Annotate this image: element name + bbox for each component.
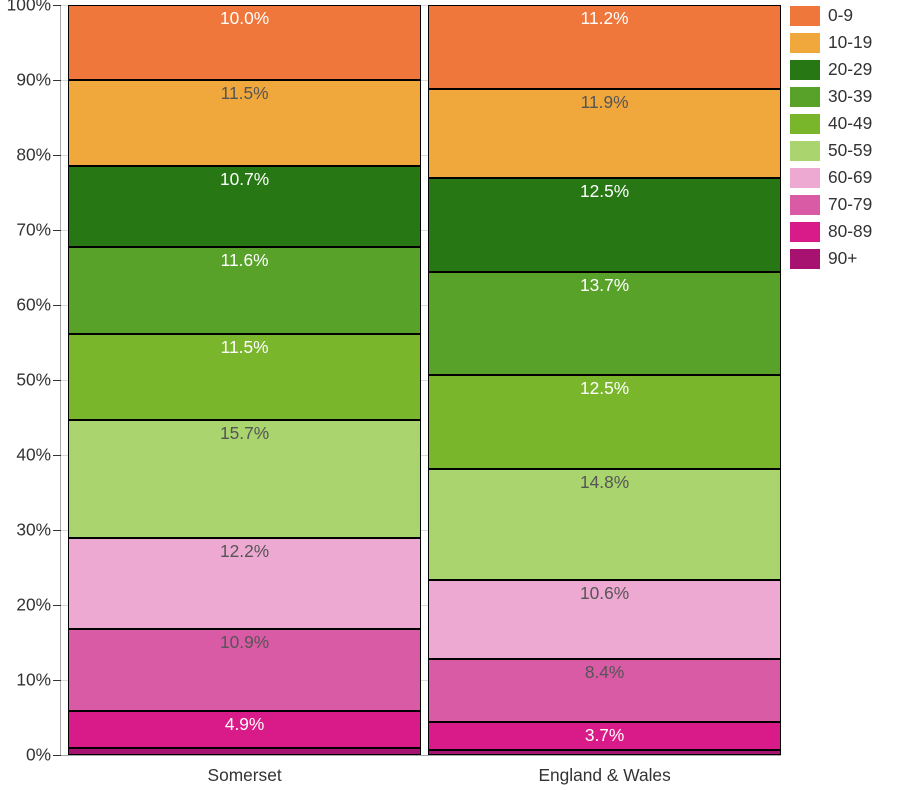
legend-swatch bbox=[790, 6, 820, 26]
legend-item: 80-89 bbox=[790, 221, 872, 242]
bar-segment: 11.2% bbox=[428, 5, 781, 89]
bar-column: 3.7% 8.4% 10.6% 14.8% 12.5% 13.7% 12.5% 11.9% 11… bbox=[428, 5, 781, 755]
y-axis-label: 50% bbox=[16, 370, 61, 391]
segment-value-label: 12.5% bbox=[580, 378, 629, 399]
legend-item: 30-39 bbox=[790, 86, 872, 107]
legend-swatch bbox=[790, 168, 820, 188]
segment-value-label: 10.6% bbox=[580, 583, 629, 604]
legend: 0-9 10-19 20-29 30-39 40-49 50-59 60-69 70-79 80… bbox=[790, 5, 872, 275]
legend-item: 0-9 bbox=[790, 5, 872, 26]
bar-segment: 13.7% bbox=[428, 272, 781, 375]
bar-segment: 12.5% bbox=[428, 375, 781, 469]
bar-segment: 10.9% bbox=[68, 629, 421, 711]
legend-swatch bbox=[790, 60, 820, 80]
bar-segment: 8.4% bbox=[428, 659, 781, 722]
legend-swatch bbox=[790, 222, 820, 242]
segment-value-label: 10.9% bbox=[220, 632, 269, 653]
x-axis-label: Somerset bbox=[208, 755, 282, 786]
bar-segment bbox=[68, 748, 421, 755]
bar-column: 4.9% 10.9% 12.2% 15.7% 11.5% 11.6% 10.7% 11.5% 1… bbox=[68, 5, 421, 755]
legend-swatch bbox=[790, 33, 820, 53]
legend-swatch bbox=[790, 195, 820, 215]
segment-value-label: 13.7% bbox=[580, 275, 629, 296]
y-axis-label: 70% bbox=[16, 220, 61, 241]
bar-segment: 11.6% bbox=[68, 247, 421, 334]
y-axis-label: 40% bbox=[16, 445, 61, 466]
legend-swatch bbox=[790, 249, 820, 269]
legend-item: 90+ bbox=[790, 248, 872, 269]
bar-segment: 4.9% bbox=[68, 711, 421, 748]
segment-value-label: 14.8% bbox=[580, 472, 629, 493]
segment-value-label: 12.2% bbox=[220, 541, 269, 562]
legend-label: 40-49 bbox=[828, 113, 872, 134]
legend-label: 20-29 bbox=[828, 59, 872, 80]
segment-value-label: 10.0% bbox=[220, 8, 269, 29]
bar-segment: 11.5% bbox=[68, 334, 421, 420]
bar-segment: 15.7% bbox=[68, 420, 421, 538]
segment-value-label: 3.7% bbox=[585, 725, 625, 746]
segment-value-label: 11.5% bbox=[221, 337, 269, 358]
segment-value-label: 11.6% bbox=[221, 250, 269, 271]
stacked-bar-chart: 0% 10% 20% 30% 40% 50% 60% 70% 80% 90% 100% 4.9% 10.… bbox=[0, 0, 900, 790]
bar-segment: 14.8% bbox=[428, 469, 781, 580]
bar-segment: 10.6% bbox=[428, 580, 781, 660]
bar-segment: 11.5% bbox=[68, 80, 421, 166]
y-axis-label: 0% bbox=[26, 745, 61, 766]
y-axis-label: 10% bbox=[16, 670, 61, 691]
legend-item: 40-49 bbox=[790, 113, 872, 134]
plot-area: 0%10%20%30%40%50%60%70%80%90%100%4.9%10.… bbox=[60, 5, 781, 756]
bar-segment: 10.0% bbox=[68, 5, 421, 80]
y-axis-label: 90% bbox=[16, 70, 61, 91]
legend-item: 60-69 bbox=[790, 167, 872, 188]
segment-value-label: 4.9% bbox=[225, 714, 265, 735]
bar-segment: 3.7% bbox=[428, 722, 781, 750]
legend-label: 10-19 bbox=[828, 32, 872, 53]
legend-item: 50-59 bbox=[790, 140, 872, 161]
legend-label: 70-79 bbox=[828, 194, 872, 215]
legend-label: 0-9 bbox=[828, 5, 853, 26]
legend-label: 60-69 bbox=[828, 167, 872, 188]
x-axis-label: England & Wales bbox=[538, 755, 670, 786]
legend-label: 50-59 bbox=[828, 140, 872, 161]
segment-value-label: 12.5% bbox=[580, 181, 629, 202]
legend-item: 20-29 bbox=[790, 59, 872, 80]
y-axis-label: 30% bbox=[16, 520, 61, 541]
y-axis-label: 60% bbox=[16, 295, 61, 316]
y-axis-label: 100% bbox=[7, 0, 61, 16]
segment-value-label: 11.2% bbox=[581, 8, 629, 29]
segment-value-label: 11.5% bbox=[221, 83, 269, 104]
legend-swatch bbox=[790, 141, 820, 161]
bar-segment: 12.5% bbox=[428, 178, 781, 272]
legend-label: 30-39 bbox=[828, 86, 872, 107]
legend-swatch bbox=[790, 87, 820, 107]
legend-item: 70-79 bbox=[790, 194, 872, 215]
y-axis-label: 80% bbox=[16, 145, 61, 166]
legend-label: 90+ bbox=[828, 248, 857, 269]
segment-value-label: 10.7% bbox=[220, 169, 269, 190]
legend-label: 80-89 bbox=[828, 221, 872, 242]
legend-swatch bbox=[790, 114, 820, 134]
segment-value-label: 8.4% bbox=[585, 662, 625, 683]
segment-value-label: 11.9% bbox=[581, 92, 629, 113]
y-axis-label: 20% bbox=[16, 595, 61, 616]
bar-segment: 10.7% bbox=[68, 166, 421, 246]
legend-item: 10-19 bbox=[790, 32, 872, 53]
bar-segment: 12.2% bbox=[68, 538, 421, 630]
segment-value-label: 15.7% bbox=[220, 423, 269, 444]
bar-segment: 11.9% bbox=[428, 89, 781, 178]
